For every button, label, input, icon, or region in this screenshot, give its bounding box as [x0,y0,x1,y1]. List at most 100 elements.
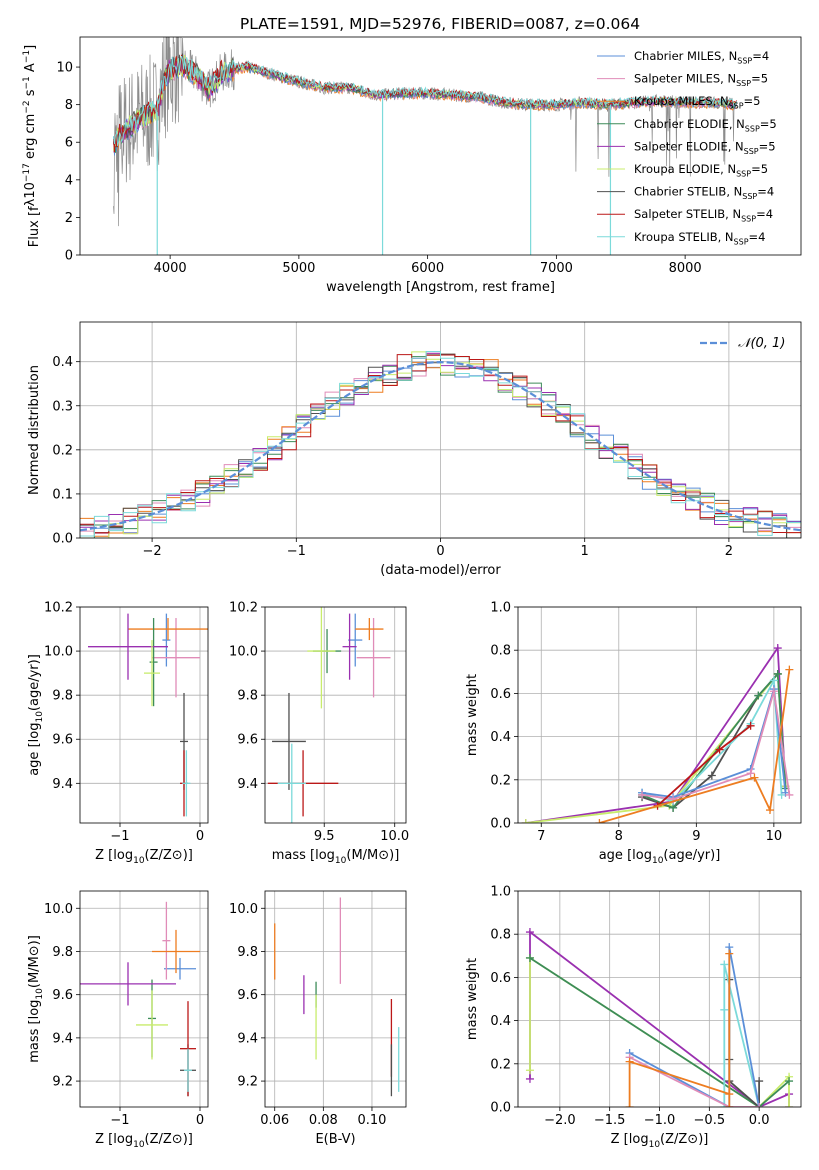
label-part: =4 [752,49,769,63]
weight-line [629,1056,760,1107]
x-tick-label: −2 [143,544,162,559]
y-tick-label: 1.0 [490,601,511,616]
x-tick-label: −1 [287,544,306,559]
y-tick-label: 0.8 [490,644,511,659]
weight-marker [525,928,534,937]
weight-marker [755,1077,764,1086]
axes-spectrum: 4000 5000 6000 7000 8000 0 2 4 6 8 10 wavelength [A… [22,15,802,295]
legend-label: Kroupa MILES, NSSP=5 [634,94,760,110]
x-tick-label: 0 [196,1113,204,1128]
x-tick-label: −1 [110,829,129,844]
weight-marker [625,1057,634,1066]
y-axis-label: Normed distribution [27,365,42,495]
label-part: (M/M⊙)] [346,848,399,863]
label-part: SSP [745,124,760,133]
label-part: A [23,63,38,76]
weight-line [599,669,791,823]
axes-residuals: −2 −1 0 1 2 0.0 0.1 0.2 0.3 0.4 (data-model)/error… [27,321,802,578]
label-part: (age/yr)] [663,848,720,863]
label-part: =4 [757,185,774,199]
plot-area-age-vs-Z [88,613,208,817]
axes-mass-vs-EBV: 0.06 0.08 0.10 9.2 9.4 9.6 9.8 10.0 E(B-V) [229,890,407,1147]
x-tick-label: 7000 [540,261,573,276]
x-axis-label: Z [log10(Z/Z⊙)] [611,1132,709,1150]
label-part: SSP [744,147,759,156]
legend-label: Kroupa ELODIE, NSSP=5 [634,162,768,178]
x-tick-label: 8000 [669,261,702,276]
label-part: log [27,723,42,743]
label-part: Salpeter STELIB, N [634,207,741,221]
label-part: =5 [751,162,768,176]
y-tick-label: 8 [65,98,73,113]
axes-frame [79,321,802,539]
weight-marker [720,1005,729,1014]
axes-frame [79,36,802,256]
x-axis-label: (data-model)/error [380,563,501,578]
x-axis-label: Z [log10(Z/Z⊙)] [95,848,193,866]
weight-marker [715,745,724,754]
legend-label: Salpeter ELODIE, NSSP=5 [634,139,776,155]
weight-marker [746,721,755,730]
label-part: =5 [760,117,777,131]
y-axis-label: mass weight [465,958,480,1040]
weight-marker [785,1103,794,1107]
y-tick-label: 9.6 [237,733,258,748]
x-tick-label: 8 [615,829,623,844]
label-part: log [629,1132,649,1147]
label-part: −1 [22,76,32,89]
label-part: Chabrier MILES, N [634,49,737,63]
label-part: age [ [27,742,42,775]
weight-marker [765,806,774,815]
y-tick-label: 9.2 [237,1075,258,1090]
y-tick-label: 10 [56,61,73,76]
axes-frame [517,606,802,824]
label-part: λ10 [23,182,38,206]
x-tick-label: 0.0 [749,1113,770,1128]
label-part: mass weight [465,958,480,1040]
axes-frame [79,606,209,824]
y-tick-label: 10.0 [44,902,73,917]
label-part: 10 [649,1140,661,1150]
x-tick-label: 0.06 [260,1113,289,1128]
y-tick-label: 0.0 [490,1101,511,1116]
legend-label: Chabrier MILES, NSSP=4 [634,49,769,65]
label-part: 10 [133,1140,145,1150]
y-tick-label: 0.0 [490,817,511,832]
weight-marker [773,644,782,653]
y-tick-label: 0 [65,249,73,264]
gaussian-curve [80,360,801,532]
weight-marker [785,1077,794,1086]
x-tick-label: 4000 [154,261,187,276]
y-tick-label: 9.4 [52,777,73,792]
y-tick-label: 0.6 [490,971,511,986]
x-tick-label: 6000 [411,261,444,276]
label-part: SSP [742,192,757,201]
label-part: (Z/Z⊙)] [145,848,193,863]
y-tick-label: 9.4 [237,1031,258,1046]
weight-marker [725,1103,734,1107]
label-part: (M/M⊙)] [27,935,42,988]
y-tick-label: 6 [65,136,73,151]
y-tick-label: 0.4 [490,1014,511,1029]
label-part: s [23,89,38,100]
weight-marker [525,1066,534,1075]
y-tick-label: 0.4 [490,730,511,745]
label-part: SSP [736,169,751,178]
label-part: Salpeter MILES, N [634,72,736,86]
x-tick-label: 10.0 [380,829,409,844]
label-part: 10 [35,711,45,723]
plot-area-spectrum [113,37,738,255]
y-tick-label: 9.4 [237,777,258,792]
axes-frame [264,606,407,824]
weight-line [628,953,731,1107]
x-tick-label: −1 [110,1113,129,1128]
x-tick-label: 10 [766,829,783,844]
x-axis-label: mass [log10(M/M⊙)] [272,848,400,866]
y-tick-label: 10.0 [229,902,258,917]
label-part: SSP [741,215,756,224]
x-tick-label: 9 [692,829,700,844]
label-part: SSP [734,237,749,246]
weight-marker [638,790,647,799]
label-part: =5 [759,139,776,153]
